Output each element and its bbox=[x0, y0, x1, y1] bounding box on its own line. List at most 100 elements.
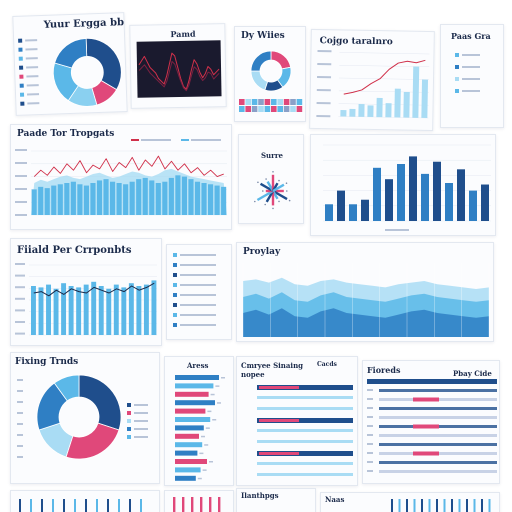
bar bbox=[191, 497, 194, 512]
panel-title: Proylay bbox=[243, 247, 281, 257]
heatmap-cell bbox=[290, 99, 296, 105]
table-chart bbox=[367, 379, 497, 473]
pie-slice bbox=[53, 374, 80, 402]
bar bbox=[168, 177, 174, 215]
legend-label-placeholder bbox=[462, 78, 480, 80]
bar bbox=[428, 499, 431, 512]
panel-bar-line-top: Cojgo taralnro bbox=[309, 28, 435, 132]
bar bbox=[51, 185, 57, 215]
panel-bottom-right: Naas bbox=[320, 492, 500, 512]
bar bbox=[121, 287, 127, 335]
bar bbox=[398, 499, 401, 512]
bar bbox=[397, 164, 405, 221]
bar bbox=[52, 499, 54, 512]
legend-swatch bbox=[173, 323, 177, 327]
list-highlight bbox=[259, 452, 299, 455]
legend-label-placeholder bbox=[180, 254, 216, 256]
panel-title: Cmryee Sinaing nopee bbox=[241, 361, 304, 379]
bar bbox=[436, 499, 438, 512]
legend-swatch bbox=[173, 253, 177, 257]
series-line bbox=[138, 52, 220, 90]
radial-spike bbox=[272, 183, 285, 193]
legend-swatch bbox=[127, 403, 131, 407]
tick-label bbox=[17, 456, 23, 458]
bar bbox=[458, 499, 461, 512]
list-highlight bbox=[259, 386, 299, 389]
bar bbox=[38, 186, 44, 215]
bar bbox=[175, 417, 211, 422]
legend-label-placeholder bbox=[27, 102, 40, 105]
table-row bbox=[379, 389, 497, 392]
bar bbox=[85, 499, 87, 512]
bar-line-chart bbox=[316, 50, 430, 119]
data-label-placeholder bbox=[210, 393, 215, 396]
bar bbox=[175, 467, 201, 473]
bar-strip bbox=[173, 497, 221, 512]
tick-label bbox=[15, 188, 27, 190]
bar bbox=[44, 188, 50, 215]
legend-label-placeholder bbox=[25, 57, 38, 60]
panel-bar-tall bbox=[310, 134, 496, 236]
legend-swatch bbox=[131, 139, 139, 141]
legend-label-placeholder bbox=[27, 93, 40, 96]
tick-label bbox=[17, 401, 23, 403]
list-bar bbox=[257, 385, 353, 390]
row-label-placeholder bbox=[367, 425, 373, 427]
bar bbox=[481, 184, 489, 221]
bar bbox=[421, 499, 423, 512]
legend-label-placeholder bbox=[180, 274, 216, 276]
bar bbox=[325, 204, 333, 221]
legend-swatch bbox=[127, 419, 131, 423]
bar-chart bbox=[323, 144, 491, 231]
bar bbox=[376, 97, 383, 118]
legend-swatch bbox=[18, 38, 23, 43]
legend-label-placeholder bbox=[134, 436, 148, 438]
bar bbox=[19, 499, 21, 512]
bar bbox=[481, 499, 483, 512]
tick-label bbox=[17, 434, 23, 436]
bar bbox=[175, 408, 206, 414]
data-label-placeholder bbox=[212, 419, 217, 421]
bar bbox=[57, 184, 63, 215]
panel-combo-wide: Paade Tor Tropgats bbox=[10, 124, 232, 230]
bar bbox=[143, 284, 149, 335]
bar bbox=[63, 499, 65, 512]
bar bbox=[70, 181, 76, 215]
bar bbox=[116, 183, 122, 215]
heatmap-cell bbox=[251, 99, 258, 105]
legend-swatch bbox=[455, 77, 459, 81]
legend-label-placeholder bbox=[25, 39, 38, 42]
point bbox=[262, 190, 264, 192]
panel-donut-bottom-left: Fixing Trnds bbox=[10, 352, 160, 484]
table-row bbox=[379, 434, 497, 437]
panel-hbar: Aress bbox=[164, 356, 234, 486]
bar bbox=[473, 499, 476, 512]
bar bbox=[413, 499, 416, 512]
bar bbox=[175, 450, 198, 456]
tick-label bbox=[316, 89, 331, 92]
legend-swatch bbox=[455, 65, 459, 69]
legend-label-placeholder bbox=[462, 90, 480, 92]
row-label-placeholder bbox=[367, 452, 373, 454]
panel-title: Fiiald Per Crrponbts bbox=[17, 245, 132, 256]
axis-label-placeholder bbox=[385, 229, 409, 231]
gridline bbox=[339, 52, 430, 55]
heatmap-cell bbox=[258, 99, 264, 105]
legend-swatch bbox=[173, 293, 177, 297]
panel-bar-line-mid: Fiiald Per Crrponbts bbox=[10, 238, 162, 346]
bar bbox=[173, 497, 176, 512]
bar bbox=[96, 180, 103, 215]
legend-swatch bbox=[455, 89, 459, 93]
point bbox=[278, 179, 280, 182]
bar bbox=[394, 88, 401, 118]
tick-label bbox=[17, 390, 23, 392]
series-line bbox=[343, 59, 426, 95]
row-label-placeholder bbox=[367, 416, 373, 418]
point bbox=[285, 182, 288, 184]
legend-label-placeholder bbox=[134, 420, 148, 422]
bar bbox=[445, 183, 453, 221]
data-label-placeholder bbox=[202, 469, 207, 471]
bar bbox=[113, 284, 119, 335]
tick-label bbox=[15, 309, 25, 312]
series-line bbox=[33, 155, 224, 178]
